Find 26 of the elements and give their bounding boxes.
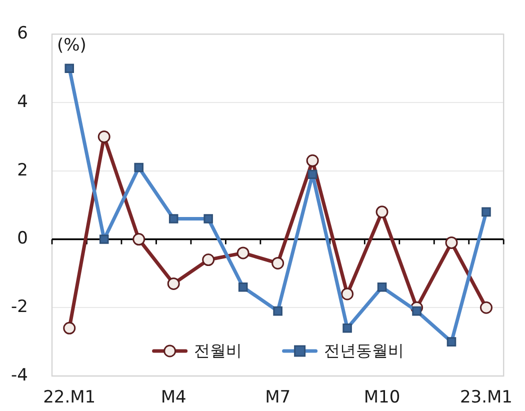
y-tick-label: 2	[17, 160, 28, 180]
legend-label: 전년동월비	[324, 341, 404, 360]
y-tick-label: -4	[11, 365, 28, 386]
point	[480, 301, 492, 314]
point	[445, 236, 458, 249]
point	[202, 254, 215, 266]
legend-label: 전월비	[194, 341, 242, 360]
y-tick-label: 4	[17, 92, 28, 112]
y-tick-label: 6	[17, 24, 28, 44]
point	[98, 130, 110, 143]
point	[132, 233, 146, 246]
x-tick-label: M4	[160, 388, 186, 408]
point	[167, 277, 180, 290]
point	[272, 256, 284, 270]
point	[341, 288, 354, 300]
point	[63, 322, 76, 334]
point	[376, 206, 388, 218]
x-tick-label: M7	[265, 388, 291, 408]
y-tick-label: 0	[17, 228, 28, 249]
y-tick-label: -2	[11, 297, 28, 318]
x-tick-label: 22.M1	[43, 388, 96, 408]
point	[236, 246, 250, 260]
x-tick-label: 23.M1	[460, 388, 513, 408]
point	[306, 154, 319, 167]
x-tick-label: M10	[364, 388, 400, 408]
y-axis-title: (%)	[57, 36, 86, 56]
